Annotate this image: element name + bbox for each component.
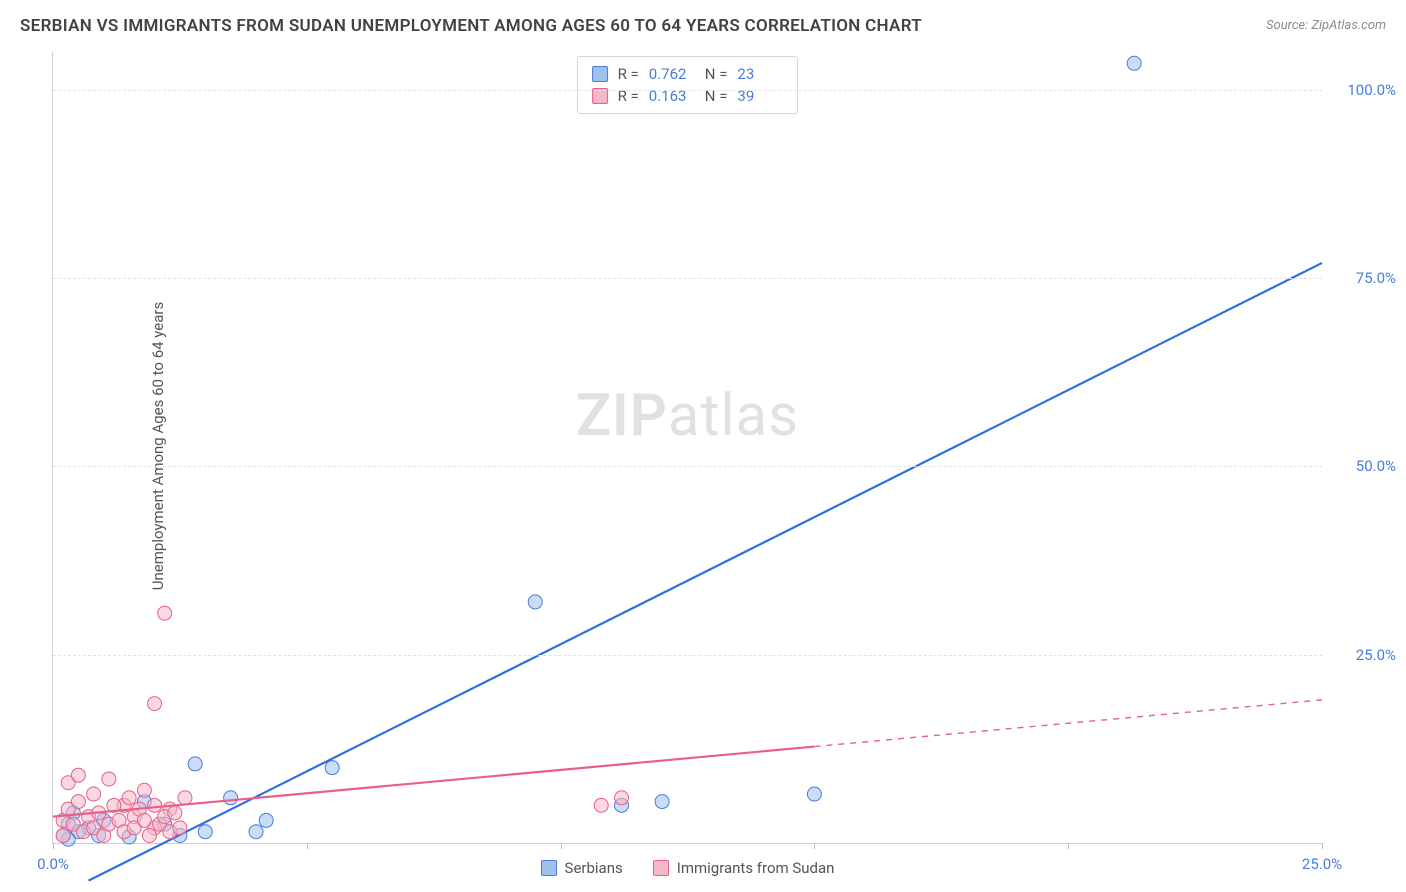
- legend-item-series1: Serbians: [541, 859, 623, 877]
- scatter-point: [137, 813, 151, 827]
- x-tick-mark: [1322, 843, 1323, 849]
- scatter-point: [807, 787, 821, 801]
- legend-label-series2: Immigrants from Sudan: [677, 859, 835, 877]
- x-tick-mark: [814, 843, 815, 849]
- y-tick-label: 100.0%: [1332, 81, 1396, 99]
- scatter-point: [158, 606, 172, 620]
- source-name: ZipAtlas.com: [1311, 18, 1386, 33]
- scatter-point: [188, 757, 202, 771]
- x-tick-mark: [561, 843, 562, 849]
- scatter-point: [148, 697, 162, 711]
- legend-swatch-series1: [541, 860, 557, 876]
- scatter-svg: [53, 52, 1322, 843]
- scatter-point: [87, 787, 101, 801]
- y-tick-label: 25.0%: [1332, 646, 1396, 664]
- scatter-point: [259, 813, 273, 827]
- scatter-point: [173, 821, 187, 835]
- y-tick-label: 75.0%: [1332, 269, 1396, 287]
- gridline: [53, 466, 1322, 467]
- scatter-point: [655, 795, 669, 809]
- trend-line-dashed: [814, 700, 1322, 747]
- legend: Serbians Immigrants from Sudan: [541, 859, 835, 877]
- scatter-point: [178, 791, 192, 805]
- x-tick-label: 0.0%: [37, 855, 69, 873]
- scatter-point: [615, 791, 629, 805]
- legend-swatch-series2: [653, 860, 669, 876]
- scatter-point: [102, 772, 116, 786]
- gridline: [53, 278, 1322, 279]
- legend-label-series1: Serbians: [565, 859, 623, 877]
- gridline: [53, 90, 1322, 91]
- source-prefix: Source:: [1266, 18, 1311, 33]
- scatter-point: [528, 595, 542, 609]
- scatter-point: [137, 783, 151, 797]
- scatter-point: [56, 828, 70, 842]
- x-tick-mark: [53, 843, 54, 849]
- x-tick-label: 25.0%: [1302, 855, 1342, 873]
- scatter-point: [142, 828, 156, 842]
- trend-line-solid: [53, 747, 814, 817]
- x-tick-mark: [1068, 843, 1069, 849]
- trend-line: [89, 263, 1322, 881]
- scatter-point: [148, 798, 162, 812]
- scatter-point: [249, 825, 263, 839]
- gridline: [53, 655, 1322, 656]
- x-tick-mark: [307, 843, 308, 849]
- scatter-point: [325, 761, 339, 775]
- y-tick-label: 50.0%: [1332, 457, 1396, 475]
- source-attribution: Source: ZipAtlas.com: [1266, 18, 1386, 33]
- scatter-point: [1127, 56, 1141, 70]
- scatter-point: [122, 791, 136, 805]
- chart-title: SERBIAN VS IMMIGRANTS FROM SUDAN UNEMPLO…: [20, 16, 922, 36]
- scatter-point: [594, 798, 608, 812]
- scatter-point: [71, 795, 85, 809]
- chart-plot-area: ZIPatlas R = 0.762 N = 23 R = 0.163 N = …: [52, 52, 1322, 844]
- scatter-point: [71, 768, 85, 782]
- scatter-point: [168, 806, 182, 820]
- scatter-point: [224, 791, 238, 805]
- legend-item-series2: Immigrants from Sudan: [653, 859, 835, 877]
- scatter-point: [198, 825, 212, 839]
